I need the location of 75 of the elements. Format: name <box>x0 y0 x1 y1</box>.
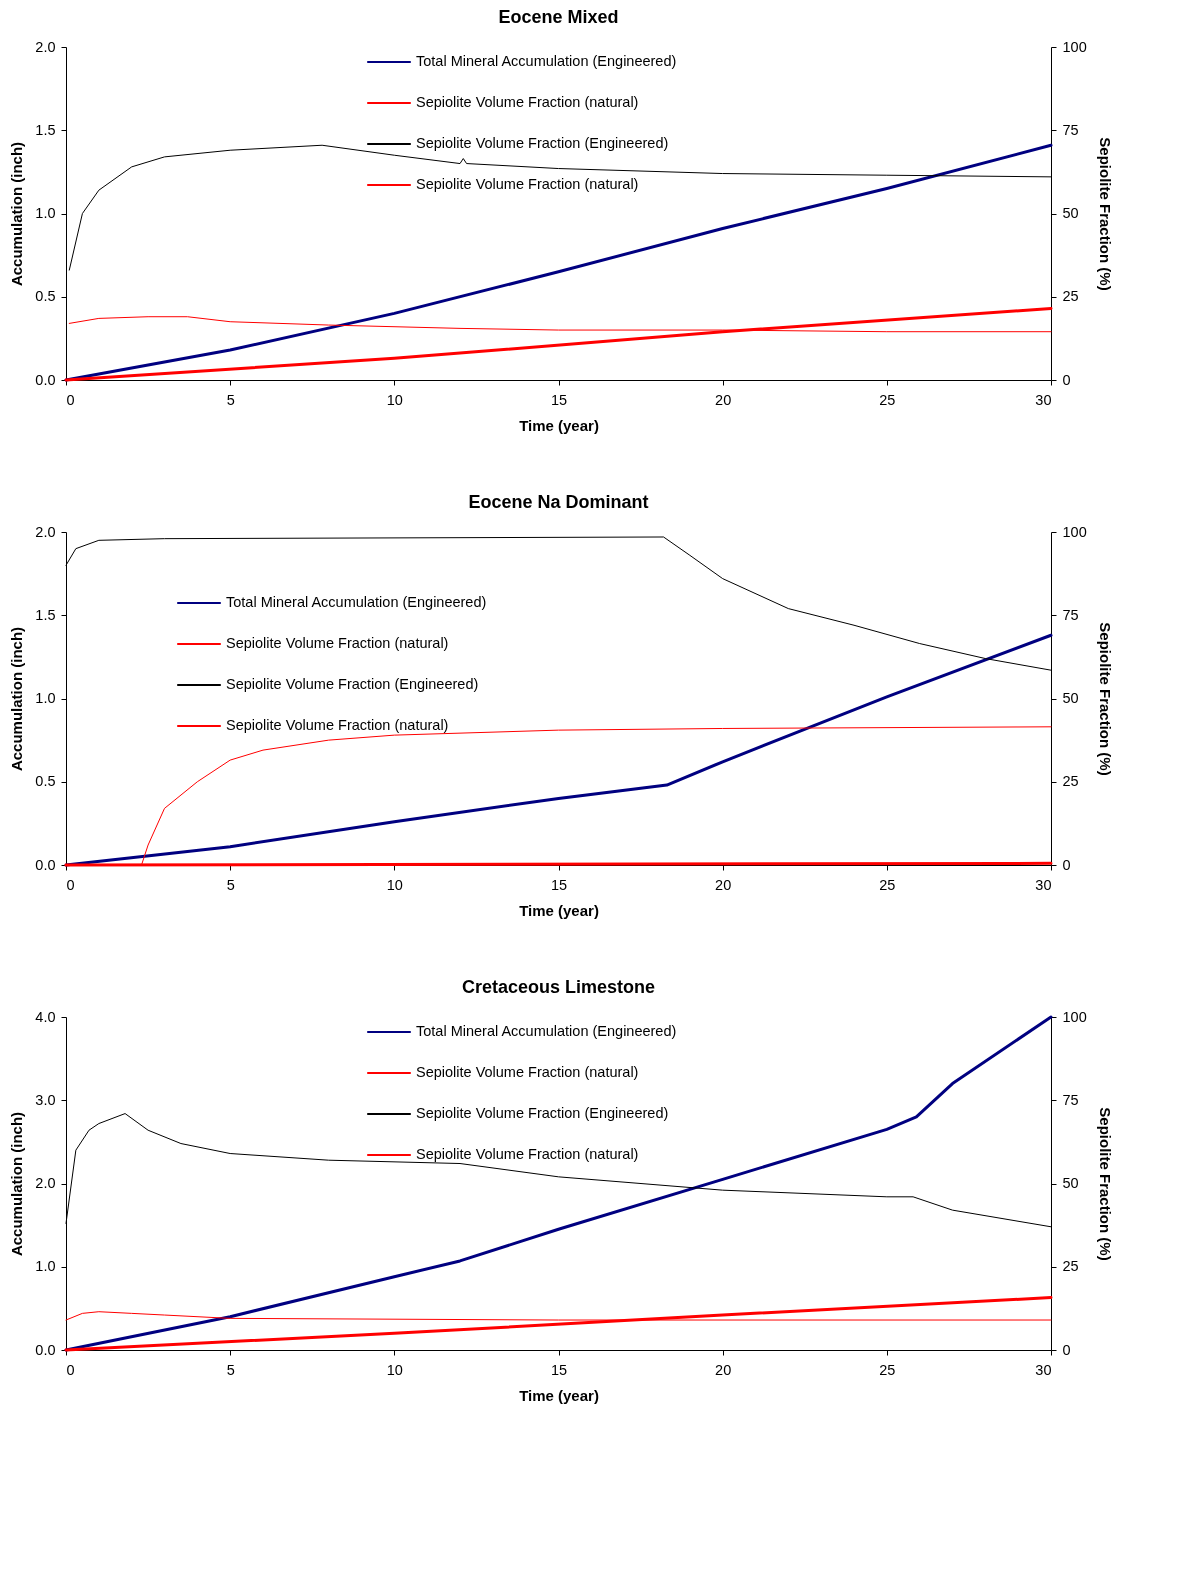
y2-tick-label: 50 <box>1062 690 1079 706</box>
legend-label: Sepiolite Volume Fraction (Engineered) <box>226 676 479 692</box>
y2-tick-label: 0 <box>1062 856 1071 873</box>
y2-tick-label: 25 <box>1062 1258 1079 1275</box>
legend-label: Sepiolite Volume Fraction (natural) <box>226 635 449 651</box>
x-tick-label: 30 <box>1035 391 1052 408</box>
y-axis-title: Accumulation (inch) <box>8 1111 26 1257</box>
y2-axis-title: Sepiolite Fraction (%) <box>1096 1107 1114 1261</box>
legend-label: Total Mineral Accumulation (Engineered) <box>416 1023 677 1039</box>
x-tick-label: 0 <box>66 876 75 893</box>
legend-label: Sepiolite Volume Fraction (natural) <box>226 717 449 733</box>
y2-tick-label: 75 <box>1062 606 1079 623</box>
legend-label: Sepiolite Volume Fraction (natural) <box>416 176 639 192</box>
y2-axis-title: Sepiolite Fraction (%) <box>1096 622 1114 776</box>
y2-tick-label: 100 <box>1062 523 1087 540</box>
y2-tick-label: 25 <box>1062 773 1079 790</box>
legend-label: Sepiolite Volume Fraction (Engineered) <box>416 1105 669 1121</box>
chart-title: Eocene Mixed <box>498 7 619 27</box>
x-tick-label: 20 <box>715 391 732 408</box>
x-tick-label: 15 <box>550 1361 568 1378</box>
y2-tick-label: 50 <box>1062 205 1079 221</box>
y-tick-label: 0.0 <box>35 1341 56 1358</box>
x-tick-label: 5 <box>226 876 235 893</box>
y2-tick-label: 100 <box>1062 1008 1087 1025</box>
x-tick-label: 10 <box>386 391 403 408</box>
y-tick-label: 2.0 <box>35 523 56 540</box>
x-axis-title: Time (year) <box>519 902 599 919</box>
y-tick-label: 1.5 <box>35 606 56 623</box>
y-axis-title: Accumulation (inch) <box>8 141 26 287</box>
x-tick-label: 10 <box>386 876 403 893</box>
x-axis-title: Time (year) <box>519 1387 599 1404</box>
y2-tick-label: 100 <box>1062 38 1087 55</box>
x-tick-label: 5 <box>226 391 235 408</box>
legend-label: Total Mineral Accumulation (Engineered) <box>226 594 487 610</box>
x-tick-label: 20 <box>715 1361 732 1378</box>
y-tick-label: 1.0 <box>35 205 56 221</box>
x-tick-label: 15 <box>550 391 568 408</box>
x-tick-label: 0 <box>66 1361 75 1378</box>
y2-tick-label: 25 <box>1062 288 1079 305</box>
y-axis-title: Accumulation (inch) <box>8 626 26 772</box>
legend-label: Sepiolite Volume Fraction (Engineered) <box>416 135 669 151</box>
y-tick-label: 0.0 <box>35 371 56 388</box>
chart-title: Cretaceous Limestone <box>461 977 656 997</box>
y-tick-label: 1.5 <box>35 121 56 138</box>
y2-axis-title: Sepiolite Fraction (%) <box>1096 137 1114 291</box>
legend-label: Sepiolite Volume Fraction (natural) <box>416 1146 639 1162</box>
y-tick-label: 4.0 <box>35 1008 56 1025</box>
x-tick-label: 30 <box>1035 876 1052 893</box>
y-tick-label: 1.0 <box>35 690 56 706</box>
y-tick-label: 0.0 <box>35 856 56 873</box>
x-tick-label: 25 <box>879 1361 896 1378</box>
x-tick-label: 5 <box>226 1361 235 1378</box>
y-tick-label: 1.0 <box>35 1258 56 1275</box>
x-axis-title: Time (year) <box>519 417 599 434</box>
y-tick-label: 0.5 <box>35 288 56 305</box>
x-tick-label: 0 <box>66 391 75 408</box>
x-tick-label: 25 <box>879 876 896 893</box>
x-tick-label: 15 <box>550 876 568 893</box>
y-tick-label: 2.0 <box>35 38 56 55</box>
x-tick-label: 30 <box>1035 1361 1052 1378</box>
x-tick-label: 25 <box>879 391 896 408</box>
legend-label: Sepiolite Volume Fraction (natural) <box>416 94 639 110</box>
x-tick-label: 20 <box>715 876 732 893</box>
y2-tick-label: 0 <box>1062 1341 1071 1358</box>
y2-tick-label: 75 <box>1062 1091 1079 1108</box>
chart-title: Eocene Na Dominant <box>468 492 649 512</box>
x-tick-label: 10 <box>386 1361 403 1378</box>
y2-tick-label: 50 <box>1062 1175 1079 1191</box>
legend-label: Total Mineral Accumulation (Engineered) <box>416 53 677 69</box>
y-tick-label: 0.5 <box>35 773 56 790</box>
y-tick-label: 2.0 <box>35 1175 56 1191</box>
y2-tick-label: 0 <box>1062 371 1071 388</box>
y-tick-label: 3.0 <box>35 1091 56 1108</box>
legend-label: Sepiolite Volume Fraction (natural) <box>416 1064 639 1080</box>
y2-tick-label: 75 <box>1062 121 1079 138</box>
